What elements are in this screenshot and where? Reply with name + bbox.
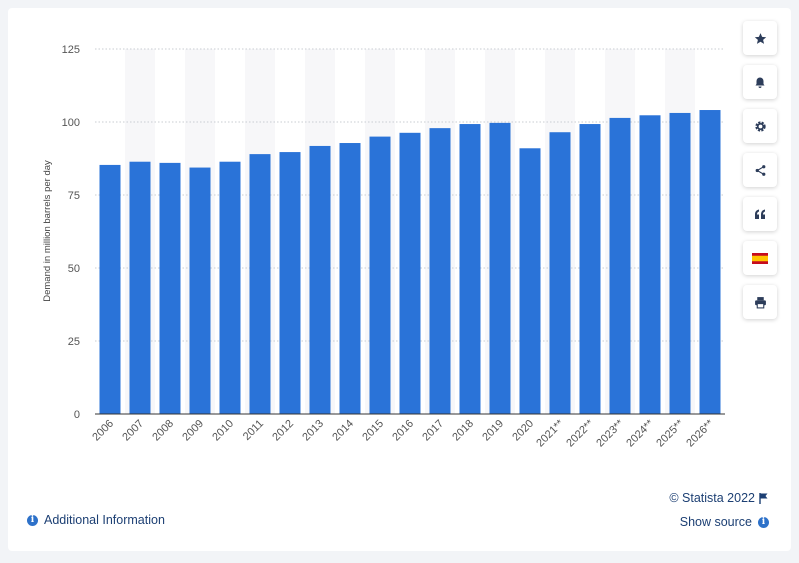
- bar: [339, 143, 361, 415]
- y-tick-label: 0: [74, 409, 80, 421]
- statista-credit-link[interactable]: © Statista 2022: [669, 491, 769, 505]
- bar: [189, 167, 211, 414]
- y-tick-label: 75: [68, 190, 80, 202]
- bar: [699, 110, 721, 414]
- share-icon: [755, 164, 765, 176]
- additional-information-link[interactable]: i Additional Information: [27, 513, 165, 527]
- language-button[interactable]: [743, 241, 777, 275]
- x-tick-label: 2006: [90, 418, 116, 444]
- cite-button[interactable]: [743, 197, 777, 231]
- bar: [159, 162, 181, 414]
- info-icon: i: [758, 516, 769, 528]
- x-tick-label: 2025**: [654, 417, 686, 449]
- notification-button[interactable]: [743, 65, 777, 99]
- bar: [369, 136, 391, 414]
- x-tick-label: 2020: [510, 418, 536, 444]
- bar: [519, 148, 541, 414]
- y-axis-label: Demand in million barrels per day: [42, 160, 53, 302]
- x-tick-label: 2013: [300, 418, 326, 444]
- x-tick-label: 2014: [330, 418, 356, 444]
- bar: [579, 124, 601, 414]
- statista-credit-text: © Statista 2022: [669, 491, 755, 505]
- x-tick-label: 2026**: [684, 417, 716, 449]
- flag-icon: [759, 492, 768, 504]
- x-tick-label: 2007: [120, 418, 146, 444]
- bar: [129, 161, 151, 414]
- x-tick-label: 2022**: [564, 417, 596, 449]
- x-tick-label: 2008: [150, 418, 176, 444]
- settings-button[interactable]: [743, 109, 777, 143]
- print-button[interactable]: [743, 285, 777, 319]
- y-tick-label: 25: [68, 336, 80, 348]
- bar: [549, 132, 571, 414]
- x-tick-label: 2011: [241, 418, 266, 443]
- x-tick-label: 2024**: [624, 417, 656, 449]
- x-tick-label: 2012: [270, 418, 296, 444]
- spain-flag-icon: [752, 252, 768, 264]
- bell-icon: [755, 77, 765, 88]
- chart-toolbar: [743, 21, 777, 329]
- x-tick-label: 2019: [480, 418, 506, 444]
- x-tick-label: 2018: [450, 418, 476, 444]
- bar: [429, 128, 451, 414]
- bar: [399, 132, 421, 414]
- y-tick-label: 100: [62, 117, 80, 129]
- bar: [219, 161, 241, 414]
- y-tick-label: 125: [62, 44, 80, 56]
- bar: [279, 152, 301, 415]
- show-source-label: Show source: [679, 515, 752, 529]
- x-tick-label: 2023**: [594, 417, 626, 449]
- gear-icon: [754, 120, 766, 132]
- additional-information-label: Additional Information: [44, 513, 165, 527]
- bar: [99, 164, 121, 414]
- bar: [309, 145, 331, 414]
- info-icon: i: [27, 514, 38, 526]
- x-tick-label: 2016: [390, 418, 416, 444]
- x-tick-label: 2015: [360, 418, 386, 444]
- bar: [459, 124, 481, 414]
- print-icon: [754, 296, 766, 308]
- x-tick-label: 2010: [210, 418, 236, 444]
- show-source-link[interactable]: Show source i: [680, 515, 769, 529]
- star-icon: [754, 32, 766, 44]
- bar: [609, 117, 631, 415]
- bar: [669, 112, 691, 414]
- bar: [249, 154, 271, 414]
- favorite-button[interactable]: [743, 21, 777, 55]
- x-tick-label: 2009: [180, 418, 206, 444]
- bar: [489, 122, 511, 414]
- x-tick-label: 2017: [420, 418, 446, 444]
- quote-icon: [755, 209, 765, 219]
- x-tick-label: 2021**: [534, 417, 566, 449]
- bar: [639, 115, 661, 414]
- y-tick-label: 50: [68, 263, 80, 275]
- share-button[interactable]: [743, 153, 777, 187]
